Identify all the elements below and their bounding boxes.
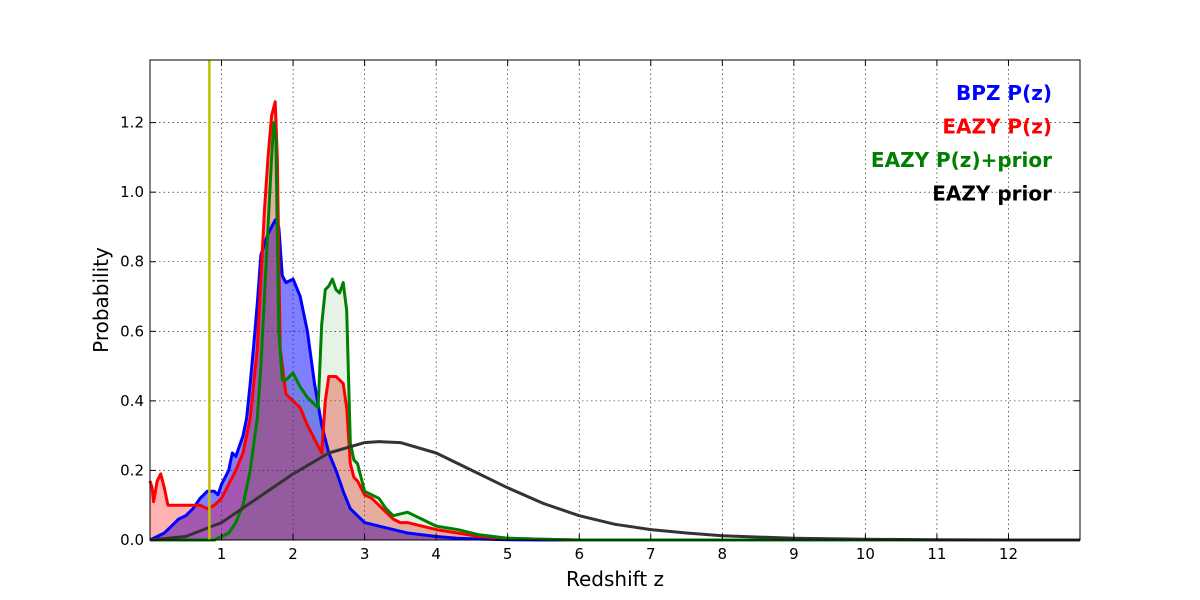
legend-entry: EAZY prior (932, 182, 1052, 206)
grid (150, 60, 1080, 541)
series-fill-eazy-p-z-prior (150, 122, 1080, 540)
y-axis-title: Probability (89, 247, 113, 353)
x-tick-label: 6 (574, 545, 584, 563)
x-tick-label: 9 (789, 545, 799, 563)
x-tick-label: 4 (431, 545, 441, 563)
x-tick-label: 12 (999, 545, 1018, 563)
y-tick-label: 0.8 (120, 253, 144, 271)
legend-entry: BPZ P(z) (956, 81, 1052, 105)
y-axis-ticks: 0.0 0.2 0.4 0.6 0.8 1.0 1.2 (120, 114, 1080, 549)
x-tick-label: 3 (360, 545, 370, 563)
x-tick-label: 8 (718, 545, 728, 563)
y-tick-label: 0.0 (120, 531, 144, 549)
legend-entry: EAZY P(z)+prior (871, 148, 1052, 172)
x-tick-label: 2 (288, 545, 298, 563)
legend: BPZ P(z) EAZY P(z) EAZY P(z)+prior EAZY pri… (871, 81, 1052, 206)
x-tick-label: 11 (927, 545, 946, 563)
series-line-eazy-p-z (148, 100, 1080, 542)
y-tick-label: 1.0 (120, 183, 144, 201)
series-fill-eazy-p-z (150, 101, 1080, 540)
y-tick-label: 1.2 (120, 114, 144, 132)
series-lines (148, 100, 1080, 542)
legend-entry: EAZY P(z) (942, 115, 1052, 139)
y-tick-label: 0.4 (120, 392, 144, 410)
x-tick-label: 10 (856, 545, 875, 563)
x-tick-label: 5 (503, 545, 513, 563)
y-tick-label: 0.6 (120, 322, 144, 340)
y-tick-label: 0.2 (120, 461, 144, 479)
x-axis-title: Redshift z (566, 567, 664, 591)
series-line-eazy-prior (149, 440, 1080, 542)
x-tick-label: 7 (646, 545, 656, 563)
series-line-eazy-p-z-prior (150, 121, 1080, 542)
plot-frame (149, 59, 1081, 541)
x-tick-label: 1 (217, 545, 227, 563)
x-axis-ticks: 1 2 3 4 5 6 7 8 9 10 11 12 (217, 60, 1018, 563)
